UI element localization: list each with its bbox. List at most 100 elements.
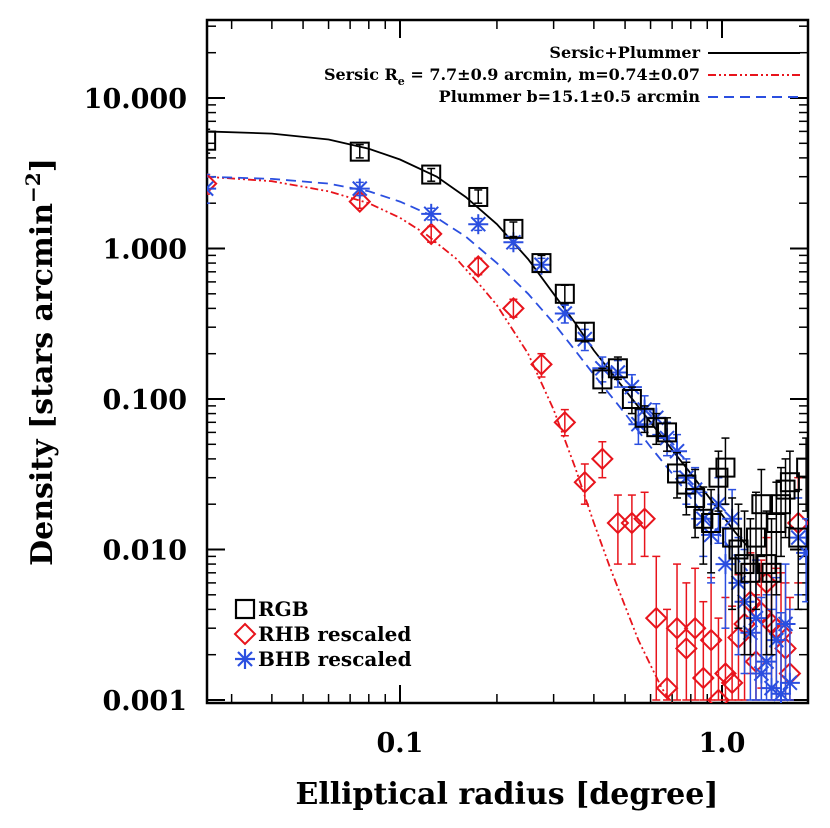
rhb-marker-diamond xyxy=(691,666,715,690)
y-tick-label: 0.001 xyxy=(102,686,187,717)
rgb-data-point xyxy=(761,518,782,656)
model-curve-sersic-plummer xyxy=(207,130,749,547)
rhb-data-point xyxy=(606,494,630,565)
bhb-asterisk-stroke xyxy=(557,305,573,322)
rgb-marker-square xyxy=(693,508,714,529)
legend-label-bhb: BHB rescaled xyxy=(258,647,412,671)
rhb-marker-diamond xyxy=(683,616,707,640)
rgb-marker-square xyxy=(646,417,667,438)
x-tick-label: 1.0 xyxy=(699,728,746,759)
rgb-data-point xyxy=(574,321,595,343)
rgb-data-point xyxy=(728,503,749,629)
y-tick-label: 0.010 xyxy=(102,536,187,567)
rgb-data-point xyxy=(207,128,217,154)
rgb-marker-square xyxy=(574,321,595,342)
rgb-marker-square xyxy=(207,130,217,151)
rgb-marker-square xyxy=(708,467,729,488)
rgb-data-point xyxy=(693,486,714,565)
rgb-marker-square xyxy=(796,457,808,478)
rhb-data-point xyxy=(633,491,657,558)
legend-marker-square-icon xyxy=(234,598,256,620)
rhb-data-point xyxy=(530,352,553,378)
rgb-data-point xyxy=(657,417,678,452)
y-tick-label: 0.100 xyxy=(102,385,187,416)
rhb-data-point xyxy=(644,555,668,701)
bhb-asterisk-stroke xyxy=(630,416,647,432)
rhb-data-point xyxy=(501,296,525,320)
bhb-asterisk-stroke xyxy=(798,549,808,561)
rgb-data-point xyxy=(751,468,772,558)
rhb-data-point xyxy=(655,608,679,701)
rgb-data-point xyxy=(468,186,489,207)
rhb-data-point xyxy=(553,408,577,437)
rhb-marker-diamond xyxy=(674,637,698,660)
marker-legend: RGB RHB rescaled BHB rescaled xyxy=(233,597,412,671)
y-tick-labels: 0.001 0.010 0.100 1.000 10.000 xyxy=(84,84,187,717)
rgb-data-point xyxy=(554,283,575,305)
bhb-data-point xyxy=(554,303,575,324)
y-axis-title: Density [stars arcmin−2] xyxy=(21,158,60,566)
rgb-data-point xyxy=(722,497,743,611)
x-tick-label: 0.1 xyxy=(377,728,424,759)
rhb-marker-diamond xyxy=(501,296,525,320)
rgb-marker-square xyxy=(701,512,722,533)
bhb-asterisk-stroke xyxy=(207,188,214,197)
rhb-marker-diamond xyxy=(573,470,597,494)
rhb-data-point xyxy=(573,463,597,505)
y-axis-title-close: ] xyxy=(25,158,60,172)
legend-label-sersic-plummer: Sersic+Plummer xyxy=(549,43,700,62)
rgb-data-point xyxy=(421,164,442,185)
rgb-data-point xyxy=(708,450,729,512)
data-points xyxy=(207,128,808,703)
rgb-marker-square xyxy=(745,527,766,548)
legend-label-sersic-rest: = 7.7±0.9 arcmin, m=0.74±0.07 xyxy=(405,65,700,84)
rgb-marker-square xyxy=(349,141,370,162)
legend-label-rhb: RHB rescaled xyxy=(258,622,411,646)
rhb-marker-diamond xyxy=(419,222,443,246)
y-axis-title-main: Density [stars arcmin xyxy=(25,203,60,566)
rhb-marker-diamond xyxy=(633,507,657,531)
rgb-data-point xyxy=(715,437,736,505)
bhb-marker-asterisk xyxy=(554,303,575,324)
y-tick-label: 1.000 xyxy=(102,235,187,266)
bhb-data-point xyxy=(766,576,787,701)
bhb-data-point xyxy=(779,608,800,701)
bhb-marker-asterisk xyxy=(779,672,800,693)
x-tick-labels: 0.1 1.0 xyxy=(377,728,746,759)
rgb-marker-square xyxy=(607,358,628,379)
legend-marker-diamond-icon xyxy=(233,622,257,646)
legend-label-sersic-sub: e xyxy=(398,75,405,88)
bhb-marker-asterisk xyxy=(468,214,489,235)
rgb-data-point xyxy=(788,488,808,611)
rhb-marker-diamond xyxy=(655,676,679,700)
y-tick-label: 10.000 xyxy=(84,84,187,115)
bhb-marker-asterisk xyxy=(766,630,787,651)
model-legend: Sersic+Plummer Sersic Re = 7.7±0.9 arcmi… xyxy=(324,43,800,106)
rhb-data-point xyxy=(419,222,443,246)
rgb-data-point xyxy=(503,218,524,239)
bhb-asterisk-stroke xyxy=(470,216,486,232)
rhb-marker-diamond xyxy=(466,255,490,278)
bhb-asterisk-stroke xyxy=(423,206,439,222)
bhb-data-point xyxy=(715,526,736,629)
bhb-marker-asterisk xyxy=(207,178,217,199)
rgb-data-point xyxy=(592,367,613,394)
bhb-asterisk-stroke xyxy=(782,675,798,691)
rgb-marker-square xyxy=(722,527,743,548)
rgb-marker-square xyxy=(592,369,613,390)
rgb-data-point xyxy=(646,412,667,446)
rhb-marker-diamond xyxy=(665,616,689,640)
legend-marker-asterisk-icon xyxy=(235,649,255,669)
bhb-marker-asterisk xyxy=(771,683,792,703)
rgb-marker-square xyxy=(503,218,524,239)
rgb-marker-square xyxy=(621,389,642,409)
bhb-marker-asterisk xyxy=(745,608,766,629)
bhb-asterisk-stroke xyxy=(352,180,368,197)
bhb-marker-asterisk xyxy=(775,613,796,634)
legend-label-plummer: Plummer b=15.1±0.5 arcmin xyxy=(439,87,701,106)
rgb-data-point xyxy=(796,437,808,512)
rgb-data-point xyxy=(745,491,766,611)
rgb-data-point xyxy=(621,386,642,415)
rgb-marker-square xyxy=(715,457,736,478)
